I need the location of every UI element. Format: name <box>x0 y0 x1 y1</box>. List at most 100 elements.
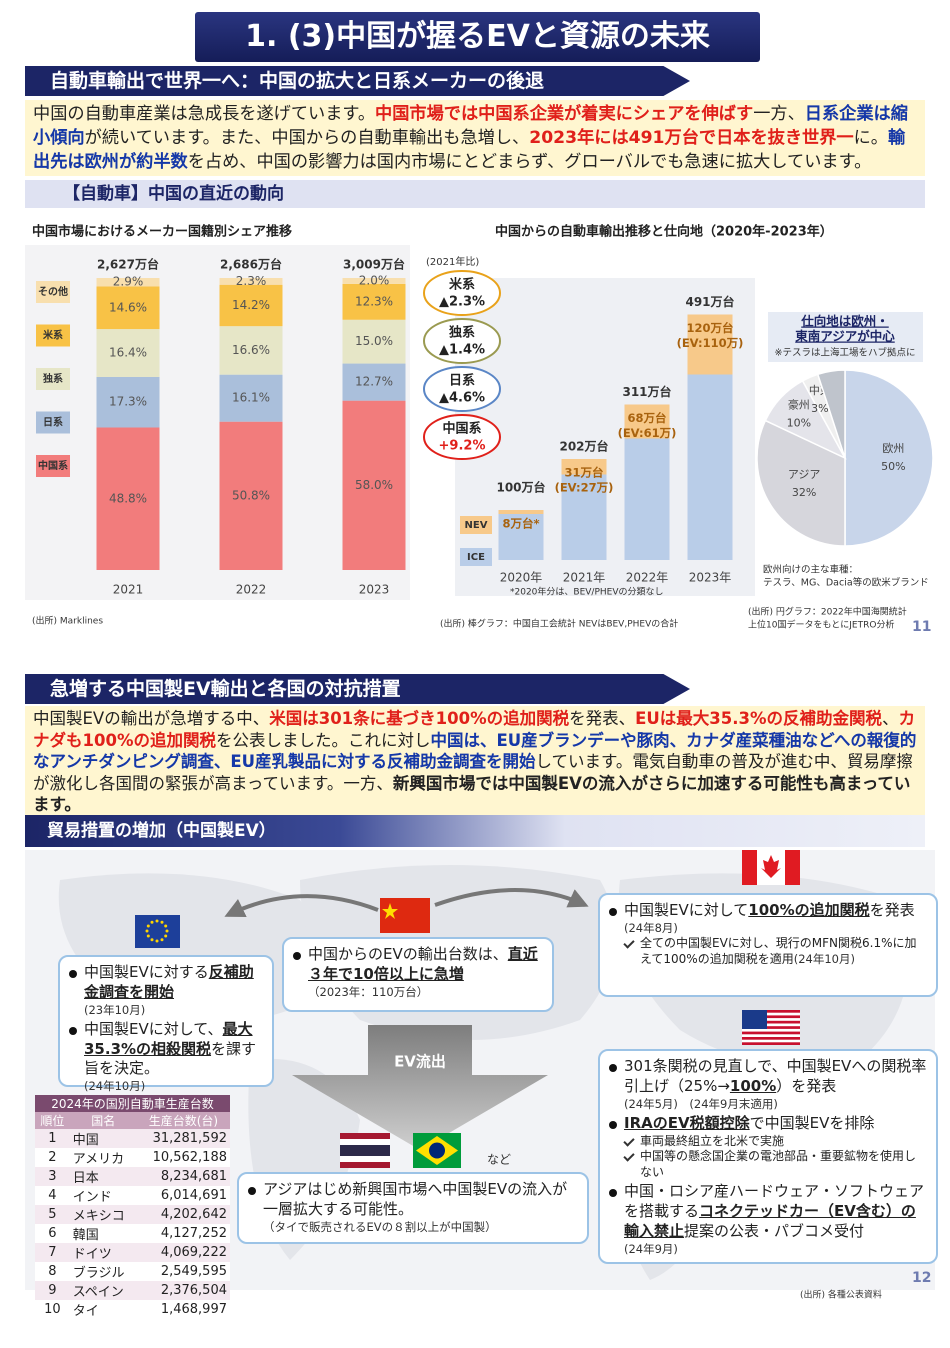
bullet-text: 301条関税の見直しで、中国製EVへの関税率引上げ（25%→100%）を発表 <box>624 1057 927 1097</box>
sub-text: 車両最終組立を北米で実施 <box>640 1133 785 1148</box>
table-cell: 5 <box>48 1207 57 1222</box>
x-tick-label: 2021年 <box>563 571 606 585</box>
text-run: 直近３年で10倍以上に急増 <box>308 945 538 983</box>
x-tick-label: 2020年 <box>500 571 543 585</box>
table: 2024年の国別自動車生産台数 順位 国名 生産台数(台) 1 中国 31,281,592 2… <box>35 1095 230 1319</box>
eu-box: 中国製EVに対する反補助金調査を開始 (23年10月) 中国製EVに対して、最大35… <box>58 955 274 1093</box>
bar-segment <box>219 421 283 570</box>
table-row: 3 日本 8,234,681 <box>35 1167 230 1186</box>
value-label: 14.6% <box>109 300 147 314</box>
text-run: 2023年には491万台で日本を抜き世界一 <box>529 128 854 148</box>
text-run: しています。電気自動車の普及が進む中、貿易摩擦が激化し各国間の緊張が高まっていま… <box>33 752 913 793</box>
value-label: 2.9% <box>113 275 144 289</box>
text-run: を公表しました。これに対し <box>215 730 431 750</box>
check <box>623 1150 635 1162</box>
bar-segment <box>96 286 160 330</box>
text-run: が続いています。また、中国からの自動車輸出も急増し、 <box>84 128 530 148</box>
bar-segment <box>687 374 733 560</box>
sub-body: 中国等の懸念国企業の電池部品・重要鉱物を使用しない <box>640 1149 927 1180</box>
pie-slice <box>816 369 846 459</box>
x-tick-label: 2022 <box>236 583 267 597</box>
pie-slice <box>844 369 934 547</box>
text-run: 100% <box>729 1076 777 1095</box>
bullet-body: 中国製EVに対して100%の追加関税を発表 (24年8月) 全ての中国製EVに対し、… <box>623 901 927 967</box>
value-label: 14.2% <box>232 298 270 312</box>
legend-label: 独系 <box>43 372 63 385</box>
table-row: 4 インド 6,014,691 <box>35 1186 230 1205</box>
text-run: 中国からのEVの輸出台数は、 <box>308 945 508 963</box>
bullet-body: 中国・ロシア産ハードウェア・ソフトウェアを搭載するコネクテッドカー（EV含む）の… <box>624 1182 927 1257</box>
page-title: 1. (3)中国が握るEVと資源の未来 <box>195 12 760 62</box>
annotation-name: 米系 <box>449 277 475 293</box>
flag-us <box>742 1010 800 1045</box>
pie-source: (出所) 円グラフ：2022年中国海関統計 <box>748 606 907 618</box>
flag-brazil <box>413 1133 461 1168</box>
table-row: 7 ドイツ 4,069,222 <box>35 1243 230 1262</box>
value-label: 16.1% <box>232 391 270 405</box>
bullet: 中国製EVに対する反補助金調査を開始 (23年10月) <box>69 963 263 1018</box>
value-label: 2.0% <box>359 273 390 287</box>
table-header: 国名 <box>69 1112 137 1129</box>
bar-segment <box>219 326 283 375</box>
bullet: 301条関税の見直しで、中国製EVへの関税率引上げ（25%→100%）を発表 (2… <box>609 1057 927 1112</box>
check <box>623 937 635 949</box>
bar-segment <box>342 278 406 284</box>
table-title-row: 2024年の国別自動車生産台数 <box>35 1095 230 1112</box>
bar-segment <box>498 514 544 560</box>
pie-label: 欧州 <box>882 442 904 455</box>
table-cell: 10 <box>44 1302 61 1317</box>
text-run: 301条関税の見直しで、中国製EVへの関税率引上げ（25%→ <box>624 1057 927 1095</box>
table-title: 2024年の国別自動車生産台数 <box>35 1095 230 1112</box>
table-header: 生産台数(台) <box>136 1112 230 1129</box>
text-run: アジアはじめ新興国市場へ中国製EVの流入が一層拡大する可能性。 <box>263 1180 568 1218</box>
text-run: 中国製EVに対して <box>624 901 749 919</box>
legend-swatch <box>460 516 492 534</box>
table-cell: タイ <box>72 1304 99 1319</box>
legend-swatch <box>36 324 70 347</box>
bullet: 中国・ロシア産ハードウェア・ソフトウェアを搭載するコネクテッドカー（EV含む）の… <box>609 1182 927 1257</box>
table-header: 順位 <box>35 1112 70 1129</box>
total-label: 311万台 <box>622 384 671 399</box>
us-box: 301条関税の見直しで、中国製EVへの関税率引上げ（25%→100%）を発表 (2… <box>598 1049 938 1264</box>
value-label: 48.8% <box>109 491 147 505</box>
annotation-name: 日系 <box>449 373 475 389</box>
table-cell: ブラジル <box>72 1266 125 1281</box>
annotation-oval <box>423 270 501 316</box>
chart-title: 中国市場におけるメーカー国籍別シェア推移 <box>32 224 292 240</box>
value-label: 50.8% <box>232 488 270 502</box>
total-label: 2,686万台 <box>220 257 282 272</box>
bullet-note: (23年10月) <box>84 1002 146 1017</box>
check <box>623 1134 635 1147</box>
text-run: 輸出先は欧州が約半数 <box>33 128 906 172</box>
table-header-row: 順位 国名 生産台数(台) <box>35 1112 230 1129</box>
pie-value: 50% <box>881 460 905 473</box>
section-heading: 自動車輸出で世界一へ：中国の拡大と日系メーカーの後退 <box>25 66 690 96</box>
legend-label: 中国系 <box>38 459 68 472</box>
value-label: 120万台 <box>686 321 733 335</box>
text-run: 中国製EVに対する <box>84 963 209 981</box>
value-label: 8万台* <box>502 517 539 531</box>
bullet: 中国製EVに対して、最大35.3%の相殺関税を課す旨を決定。 (24年10月) <box>69 1020 263 1095</box>
bullet-dot <box>609 1189 617 1198</box>
bar-segment <box>342 319 406 364</box>
sub-body: 全ての中国製EVに対し、現行のMFN関税6.1%に加えて100%の追加関税を適用… <box>640 936 927 967</box>
annotation-title: (2021年比) <box>426 255 479 268</box>
annotation-value: ▲1.4% <box>439 343 485 358</box>
pie-note: 欧州向けの主な車種： <box>763 564 858 576</box>
table-row: 9 スペイン 2,376,504 <box>35 1281 230 1300</box>
page-number: 11 <box>912 619 931 635</box>
table-row: 1 中国 31,281,592 <box>35 1129 230 1148</box>
text-run: 中国・ロシア産ハードウェア・ソフトウェアを搭載する <box>624 1182 925 1221</box>
bullet: アジアはじめ新興国市場へ中国製EVの流入が一層拡大する可能性。 （タイで販売される… <box>248 1180 578 1235</box>
annotation-name: 中国系 <box>442 421 481 437</box>
text-run: 中国製EVの輸出が急増する中、 <box>33 709 270 728</box>
total-label: 100万台 <box>496 480 545 495</box>
bullet-text: 中国からのEVの輸出台数は、直近３年で10倍以上に急増 <box>308 945 543 985</box>
bullet-note: (24年5月) (24年9月末適用) <box>624 1096 778 1111</box>
bullet-dot <box>609 1064 617 1072</box>
legend-swatch <box>36 281 70 303</box>
bullet-body: IRAのEV税額控除で中国製EVを排除 車両最終組立を北米で実施 中国等の懸念国企業… <box>623 1114 927 1181</box>
bar-segment <box>342 363 406 401</box>
table-wrap: 2024年の国別自動車生産台数 順位 国名 生産台数(台) 1 中国 31,281,592 2… <box>35 1095 230 1319</box>
pie-value: 32% <box>792 486 816 499</box>
